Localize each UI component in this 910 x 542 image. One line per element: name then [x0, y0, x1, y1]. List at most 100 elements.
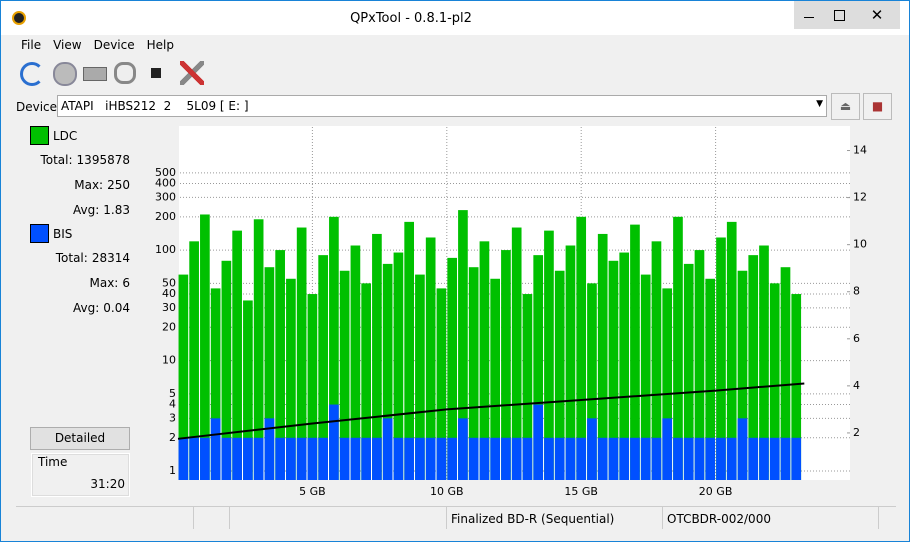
- bar: [210, 288, 221, 480]
- y-tick-label: 10: [162, 354, 176, 367]
- bar: [522, 437, 533, 480]
- bar: [468, 437, 479, 480]
- menu-item[interactable]: View: [53, 38, 82, 52]
- lock-button[interactable]: ■: [863, 93, 892, 120]
- y2-tick-label: 8: [853, 285, 860, 298]
- y-tick-label: 300: [155, 190, 176, 203]
- bar: [264, 418, 275, 480]
- eject-button[interactable]: ⏏: [831, 93, 860, 120]
- drive-icon[interactable]: [83, 67, 107, 81]
- y-tick-label: 3: [169, 411, 176, 424]
- menu-bar: File View Device Help: [21, 38, 186, 52]
- bar: [533, 404, 544, 480]
- y2-tick-label: 12: [853, 191, 867, 204]
- bar: [468, 267, 479, 480]
- minimize-button[interactable]: [794, 1, 824, 29]
- maximize-button[interactable]: [824, 1, 854, 29]
- y-tick-label: 50: [162, 276, 176, 289]
- bar: [221, 437, 232, 480]
- bar: [780, 267, 791, 480]
- bar: [748, 437, 759, 480]
- scan-icon[interactable]: [114, 62, 136, 84]
- status-bar: Finalized BD-R (Sequential) OTCBDR-002/0…: [16, 506, 896, 529]
- bar: [372, 233, 382, 480]
- ldc-legend: LDC: [53, 129, 78, 143]
- bar: [683, 437, 694, 480]
- stop-icon[interactable]: [151, 68, 161, 78]
- device-value: ATAPI iHBS212 2 5L09 [ E: ]: [61, 99, 249, 113]
- menu-item[interactable]: Help: [146, 38, 174, 52]
- bar: [415, 437, 425, 480]
- bar: [404, 221, 415, 480]
- bar: [597, 437, 608, 480]
- time-group: Time 31:20: [31, 453, 130, 497]
- bar: [662, 418, 673, 480]
- y-tick-label: 200: [155, 210, 176, 223]
- toolbar: [17, 59, 217, 87]
- close-button[interactable]: ✕: [854, 1, 900, 29]
- bar: [253, 219, 264, 480]
- y-tick-label: 500: [155, 166, 176, 179]
- bar: [318, 437, 328, 480]
- y-tick-label: 30: [162, 301, 176, 314]
- bar: [769, 283, 780, 480]
- bar: [673, 216, 683, 480]
- x-tick-label: 20 GB: [699, 485, 733, 498]
- bar: [243, 300, 253, 480]
- bar: [565, 437, 576, 480]
- bis-total: Total: 28314: [55, 251, 130, 265]
- bar: [587, 418, 597, 480]
- menu-item[interactable]: File: [21, 38, 42, 52]
- bar: [286, 437, 296, 480]
- bar: [630, 437, 640, 480]
- app-icon: [12, 11, 26, 25]
- y2-tick-label: 4: [853, 379, 860, 392]
- detailed-button[interactable]: Detailed: [30, 427, 130, 450]
- bar: [479, 241, 490, 480]
- bar: [716, 237, 726, 480]
- bar: [178, 437, 189, 480]
- bar: [565, 245, 576, 480]
- y2-tick-label: 10: [853, 238, 867, 251]
- x-tick-label: 15 GB: [564, 485, 598, 498]
- bar: [737, 418, 748, 480]
- bar: [350, 437, 361, 480]
- y-tick-label: 5: [169, 387, 176, 400]
- bar: [307, 294, 318, 480]
- device-select[interactable]: ATAPI iHBS212 2 5L09 [ E: ] ▼: [57, 95, 827, 117]
- bar: [361, 283, 371, 480]
- menu-item[interactable]: Device: [93, 38, 135, 52]
- bar: [694, 250, 705, 480]
- bar: [382, 418, 393, 480]
- bar: [447, 257, 458, 480]
- bar: [490, 437, 501, 480]
- bar: [759, 437, 769, 480]
- y-tick-label: 20: [162, 320, 176, 333]
- refresh-icon[interactable]: [20, 62, 44, 86]
- bar: [511, 437, 522, 480]
- bar: [576, 216, 587, 480]
- bar: [608, 260, 619, 480]
- bar: [404, 437, 415, 480]
- bar: [339, 270, 350, 480]
- bar: [329, 404, 339, 480]
- settings-icon[interactable]: [180, 61, 204, 85]
- x-tick-label: 5 GB: [299, 485, 326, 498]
- y-tick-label: 2: [169, 431, 176, 444]
- bar: [597, 233, 608, 480]
- bar: [361, 437, 371, 480]
- bar: [640, 437, 651, 480]
- bis-max: Max: 6: [89, 276, 131, 290]
- y-tick-label: 100: [155, 243, 176, 256]
- bar: [737, 270, 748, 480]
- y2-tick-label: 14: [853, 144, 867, 157]
- bar: [619, 437, 630, 480]
- bar: [651, 241, 662, 480]
- bar: [458, 210, 468, 481]
- disc-icon[interactable]: [53, 62, 77, 86]
- bar: [393, 437, 404, 480]
- bar: [662, 288, 673, 480]
- bar: [372, 437, 382, 480]
